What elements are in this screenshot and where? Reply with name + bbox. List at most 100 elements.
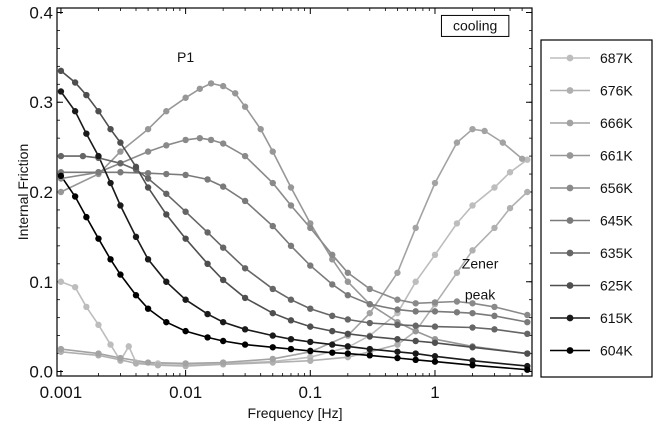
data-point-625K	[307, 323, 314, 330]
data-point-615K	[182, 296, 189, 303]
data-point-666K	[412, 224, 419, 232]
data-point-635K	[524, 330, 531, 338]
x-tick-label: 0.001	[40, 383, 83, 402]
data-point-615K	[287, 336, 295, 343]
data-point-676K	[506, 204, 514, 212]
data-point-625K	[71, 79, 79, 86]
annotation-cooling: cooling	[453, 17, 497, 33]
data-point-615K	[269, 332, 276, 339]
data-point-661K	[207, 80, 215, 87]
series-points	[57, 67, 531, 373]
data-point-604K	[57, 172, 65, 180]
data-point-687K	[469, 202, 476, 209]
data-point-604K	[71, 193, 79, 200]
data-point-604K	[366, 352, 373, 359]
data-point-661K	[163, 108, 170, 115]
data-point-635K	[287, 296, 295, 303]
data-point-687K	[95, 321, 102, 329]
data-point-676K	[491, 224, 498, 232]
data-point-687K	[491, 184, 498, 191]
data-point-656K	[412, 300, 419, 307]
legend-label-625K: 625K	[600, 278, 633, 294]
data-point-604K	[329, 349, 336, 356]
data-point-656K	[344, 269, 352, 276]
data-point-625K	[431, 339, 439, 346]
data-point-625K	[182, 235, 189, 242]
data-point-604K	[107, 256, 114, 263]
data-point-666K	[453, 139, 461, 146]
legend-marker-604K	[566, 347, 574, 354]
data-point-656K	[219, 140, 227, 147]
data-point-625K	[219, 276, 227, 284]
y-axis-label: Internal Friction	[15, 144, 31, 240]
data-point-656K	[431, 299, 439, 306]
data-point-625K	[366, 333, 373, 340]
data-point-666K	[182, 360, 189, 367]
data-point-635K	[182, 208, 189, 215]
data-point-615K	[344, 343, 352, 350]
data-point-661K	[329, 256, 336, 263]
data-point-687K	[412, 278, 419, 285]
data-point-604K	[241, 341, 249, 348]
data-point-666K	[144, 359, 152, 366]
data-point-645K	[241, 197, 249, 205]
data-point-625K	[412, 337, 419, 345]
data-point-656K	[329, 251, 336, 259]
annotation-peak: peak	[465, 287, 496, 303]
data-point-676K	[524, 188, 531, 196]
data-point-676K	[307, 357, 314, 364]
data-point-625K	[204, 260, 211, 268]
data-point-645K	[491, 312, 498, 320]
data-point-635K	[491, 326, 498, 333]
data-point-661K	[412, 327, 419, 335]
data-point-656K	[394, 296, 401, 303]
legend-label-604K: 604K	[600, 343, 633, 359]
data-point-645K	[95, 169, 102, 176]
series-line-687K	[60, 159, 528, 366]
data-point-615K	[307, 338, 314, 346]
data-point-625K	[163, 211, 170, 218]
data-point-604K	[524, 366, 531, 373]
data-point-635K	[412, 322, 419, 329]
data-point-615K	[412, 350, 419, 357]
data-point-635K	[57, 152, 65, 160]
data-point-625K	[344, 330, 352, 338]
data-point-661K	[182, 94, 189, 101]
legend: 687K 676K 666K 661K 656K 645K 635K 625K 615K 604K	[550, 50, 633, 359]
data-point-661K	[219, 82, 227, 90]
data-point-615K	[431, 353, 439, 360]
legend-label-661K: 661K	[600, 148, 633, 164]
x-tick-label: 1	[430, 383, 439, 402]
legend-label-687K: 687K	[600, 50, 633, 66]
data-point-656K	[287, 202, 295, 209]
data-point-625K	[394, 336, 401, 343]
data-point-604K	[344, 350, 352, 357]
data-point-604K	[132, 292, 140, 299]
data-point-656K	[366, 285, 373, 293]
data-point-615K	[204, 310, 211, 318]
data-point-645K	[344, 292, 352, 299]
series-line-635K	[60, 155, 528, 335]
data-point-645K	[269, 222, 276, 230]
data-point-676K	[394, 341, 401, 348]
data-point-645K	[524, 318, 531, 326]
data-point-625K	[57, 67, 65, 75]
data-point-645K	[453, 309, 461, 316]
data-point-666K	[219, 359, 227, 366]
legend-marker-661K	[566, 152, 574, 159]
data-point-615K	[117, 202, 124, 209]
data-point-676K	[154, 362, 162, 369]
x-tick-label: 0.1	[298, 383, 322, 402]
data-point-656K	[163, 142, 170, 149]
data-point-604K	[182, 327, 189, 335]
legend-marker-666K	[566, 119, 574, 127]
legend-marker-615K	[566, 314, 574, 322]
data-point-645K	[307, 262, 314, 269]
y-tick-label: 0.2	[29, 183, 53, 202]
x-tick-label: 0.01	[169, 383, 202, 402]
data-point-615K	[366, 345, 373, 353]
legend-marker-687K	[566, 54, 574, 62]
data-point-604K	[219, 337, 227, 345]
data-point-661K	[117, 148, 124, 155]
data-point-625K	[287, 317, 295, 324]
